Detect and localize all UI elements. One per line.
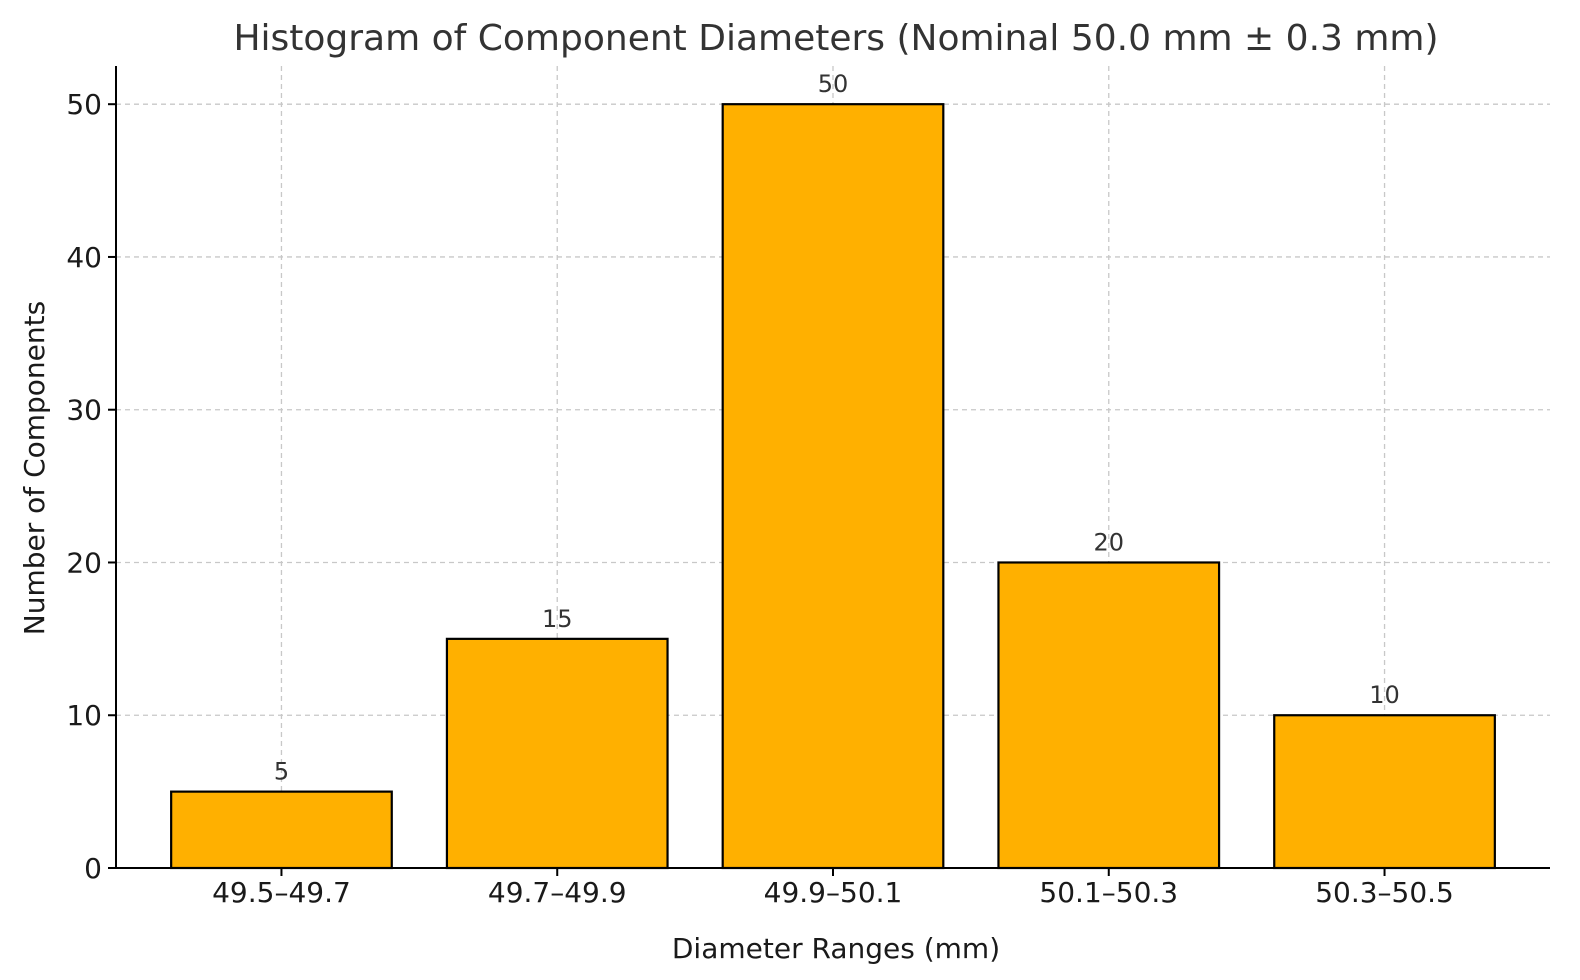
y-tick-label: 40 (66, 241, 102, 274)
axes: 0 10 20 30 40 50 49.5–49.7 49.7–49.9 49.9–50.1 50… (66, 66, 1550, 909)
x-tick-label: 49.9–50.1 (764, 876, 903, 909)
bar (1273, 714, 1496, 870)
data-label: 50 (818, 70, 849, 98)
bars (170, 103, 1496, 870)
chart-title: Histogram of Component Diameters (Nomina… (233, 18, 1438, 59)
x-axis-label: Diameter Ranges (mm) (672, 932, 1000, 965)
data-label: 20 (1093, 528, 1124, 556)
bar (445, 637, 669, 870)
data-label: 5 (274, 758, 289, 786)
bar (721, 103, 945, 870)
x-tick-label: 49.5–49.7 (212, 876, 351, 909)
x-tick-label: 50.1–50.3 (1039, 876, 1178, 909)
y-tick-label: 30 (66, 394, 102, 427)
data-label: 10 (1369, 681, 1400, 709)
x-tick-label: 49.7–49.9 (488, 876, 627, 909)
y-tick-label: 50 (66, 88, 102, 121)
bar (170, 790, 393, 870)
x-tick-label: 50.3–50.5 (1315, 876, 1454, 909)
y-tick-label: 10 (66, 699, 102, 732)
y-axis-label: Number of Components (18, 301, 51, 635)
data-labels: 5 15 50 20 10 (274, 70, 1400, 785)
data-label: 15 (542, 605, 573, 633)
bar (997, 561, 1221, 870)
y-tick-label: 20 (66, 546, 102, 579)
y-tick-label: 0 (84, 852, 102, 885)
